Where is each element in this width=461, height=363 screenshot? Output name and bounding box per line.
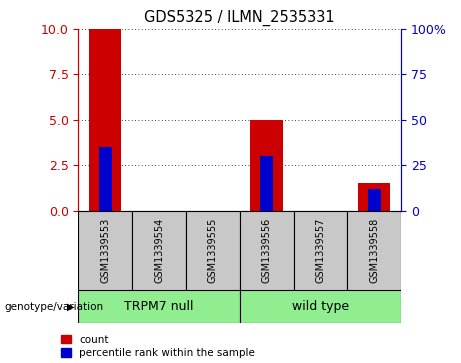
Bar — [89, 29, 121, 211]
Text: genotype/variation: genotype/variation — [5, 302, 104, 312]
Bar — [368, 189, 381, 211]
Text: ▶: ▶ — [67, 302, 74, 312]
Title: GDS5325 / ILMN_2535331: GDS5325 / ILMN_2535331 — [144, 10, 335, 26]
Bar — [78, 290, 240, 323]
Bar — [294, 211, 347, 290]
Text: GSM1339557: GSM1339557 — [315, 218, 325, 283]
Bar — [99, 147, 112, 211]
Bar — [78, 211, 132, 290]
Bar — [250, 120, 283, 211]
Bar — [347, 211, 401, 290]
Text: GSM1339558: GSM1339558 — [369, 218, 379, 283]
Bar — [186, 211, 240, 290]
Text: GSM1339555: GSM1339555 — [208, 218, 218, 283]
Text: GSM1339553: GSM1339553 — [100, 218, 110, 283]
Bar — [132, 211, 186, 290]
Text: wild type: wild type — [292, 300, 349, 313]
Text: GSM1339554: GSM1339554 — [154, 218, 164, 283]
Bar — [240, 211, 294, 290]
Text: GSM1339556: GSM1339556 — [261, 218, 272, 283]
Bar — [260, 156, 273, 211]
Bar — [358, 183, 390, 211]
Text: TRPM7 null: TRPM7 null — [124, 300, 194, 313]
Bar — [240, 290, 401, 323]
Legend: count, percentile rank within the sample: count, percentile rank within the sample — [60, 335, 255, 358]
